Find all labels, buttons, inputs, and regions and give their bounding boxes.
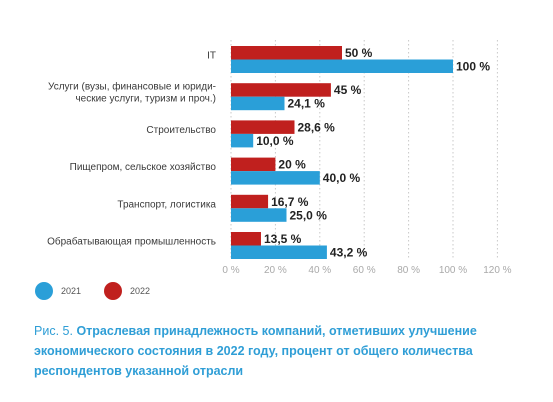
data-label: 50 % [345,46,373,60]
bar-2021 [231,96,285,111]
bar-2022 [231,232,261,246]
data-label: 10,0 % [256,134,294,148]
caption-text: Отраслевая принадлежность компаний, отме… [34,324,477,378]
category-label: Обрабатывающая промышленность [47,236,216,248]
data-label: 43,2 % [330,246,368,260]
category-label: Строительство [146,125,216,136]
bar-2021 [231,171,320,185]
data-label: 25,0 % [290,208,328,222]
bar-2022 [231,157,276,172]
data-labels: 50 % 100 % 45 % 24,1 % 28,6 %10,0 % 20 % 40,0 … [256,46,490,260]
category-labels: IT Услуги (вузы, финансовые и юриди-чески… [47,51,216,248]
x-tick-label: 0 % [222,265,239,276]
legend-swatch [104,282,122,300]
bar-2022 [231,46,342,60]
bars [231,46,453,259]
legend-swatch [35,282,53,300]
data-label: 45 % [334,83,362,97]
x-tick-label: 40 % [308,265,331,276]
x-tick-label: 20 % [264,265,287,276]
x-tick-label: 60 % [353,265,376,276]
category-label: Пищепром, сельское хозяйство [70,162,217,173]
bar-2021 [231,59,453,73]
data-label: 28,6 % [297,120,335,134]
data-label: 16,7 % [271,195,309,209]
bar-2021 [231,133,254,148]
bar-2021 [231,245,327,259]
bar-2022 [231,194,269,209]
bar-2022 [231,120,295,134]
legend: 2021 2022 [35,282,150,300]
data-label: 100 % [456,60,490,74]
x-tick-label: 80 % [397,265,420,276]
category-label: Услуги (вузы, финансовые и юриди-ческие … [48,81,216,105]
figure-caption: Рис. 5. Отраслевая принадлежность компан… [34,321,534,381]
data-label: 13,5 % [264,232,302,246]
bar-2021 [231,208,287,222]
bar-chart: 0 % 20 % 40 % 60 % 80 % 100 % 120 % IT Услуги (… [35,40,512,300]
data-label: 40,0 % [323,171,361,185]
bar-2022 [231,83,331,97]
data-label: 24,1 % [288,97,326,111]
legend-label: 2022 [130,286,150,296]
x-tick-label: 100 % [439,265,467,276]
caption-prefix: Рис. 5. [34,324,73,338]
grid-lines [230,40,498,258]
data-label: 20 % [278,158,306,172]
category-label: Транспорт, логистика [117,199,216,210]
x-axis-ticks: 0 % 20 % 40 % 60 % 80 % 100 % 120 % [222,265,511,276]
category-label: IT [207,51,216,62]
x-tick-label: 120 % [483,265,511,276]
legend-label: 2021 [61,286,81,296]
